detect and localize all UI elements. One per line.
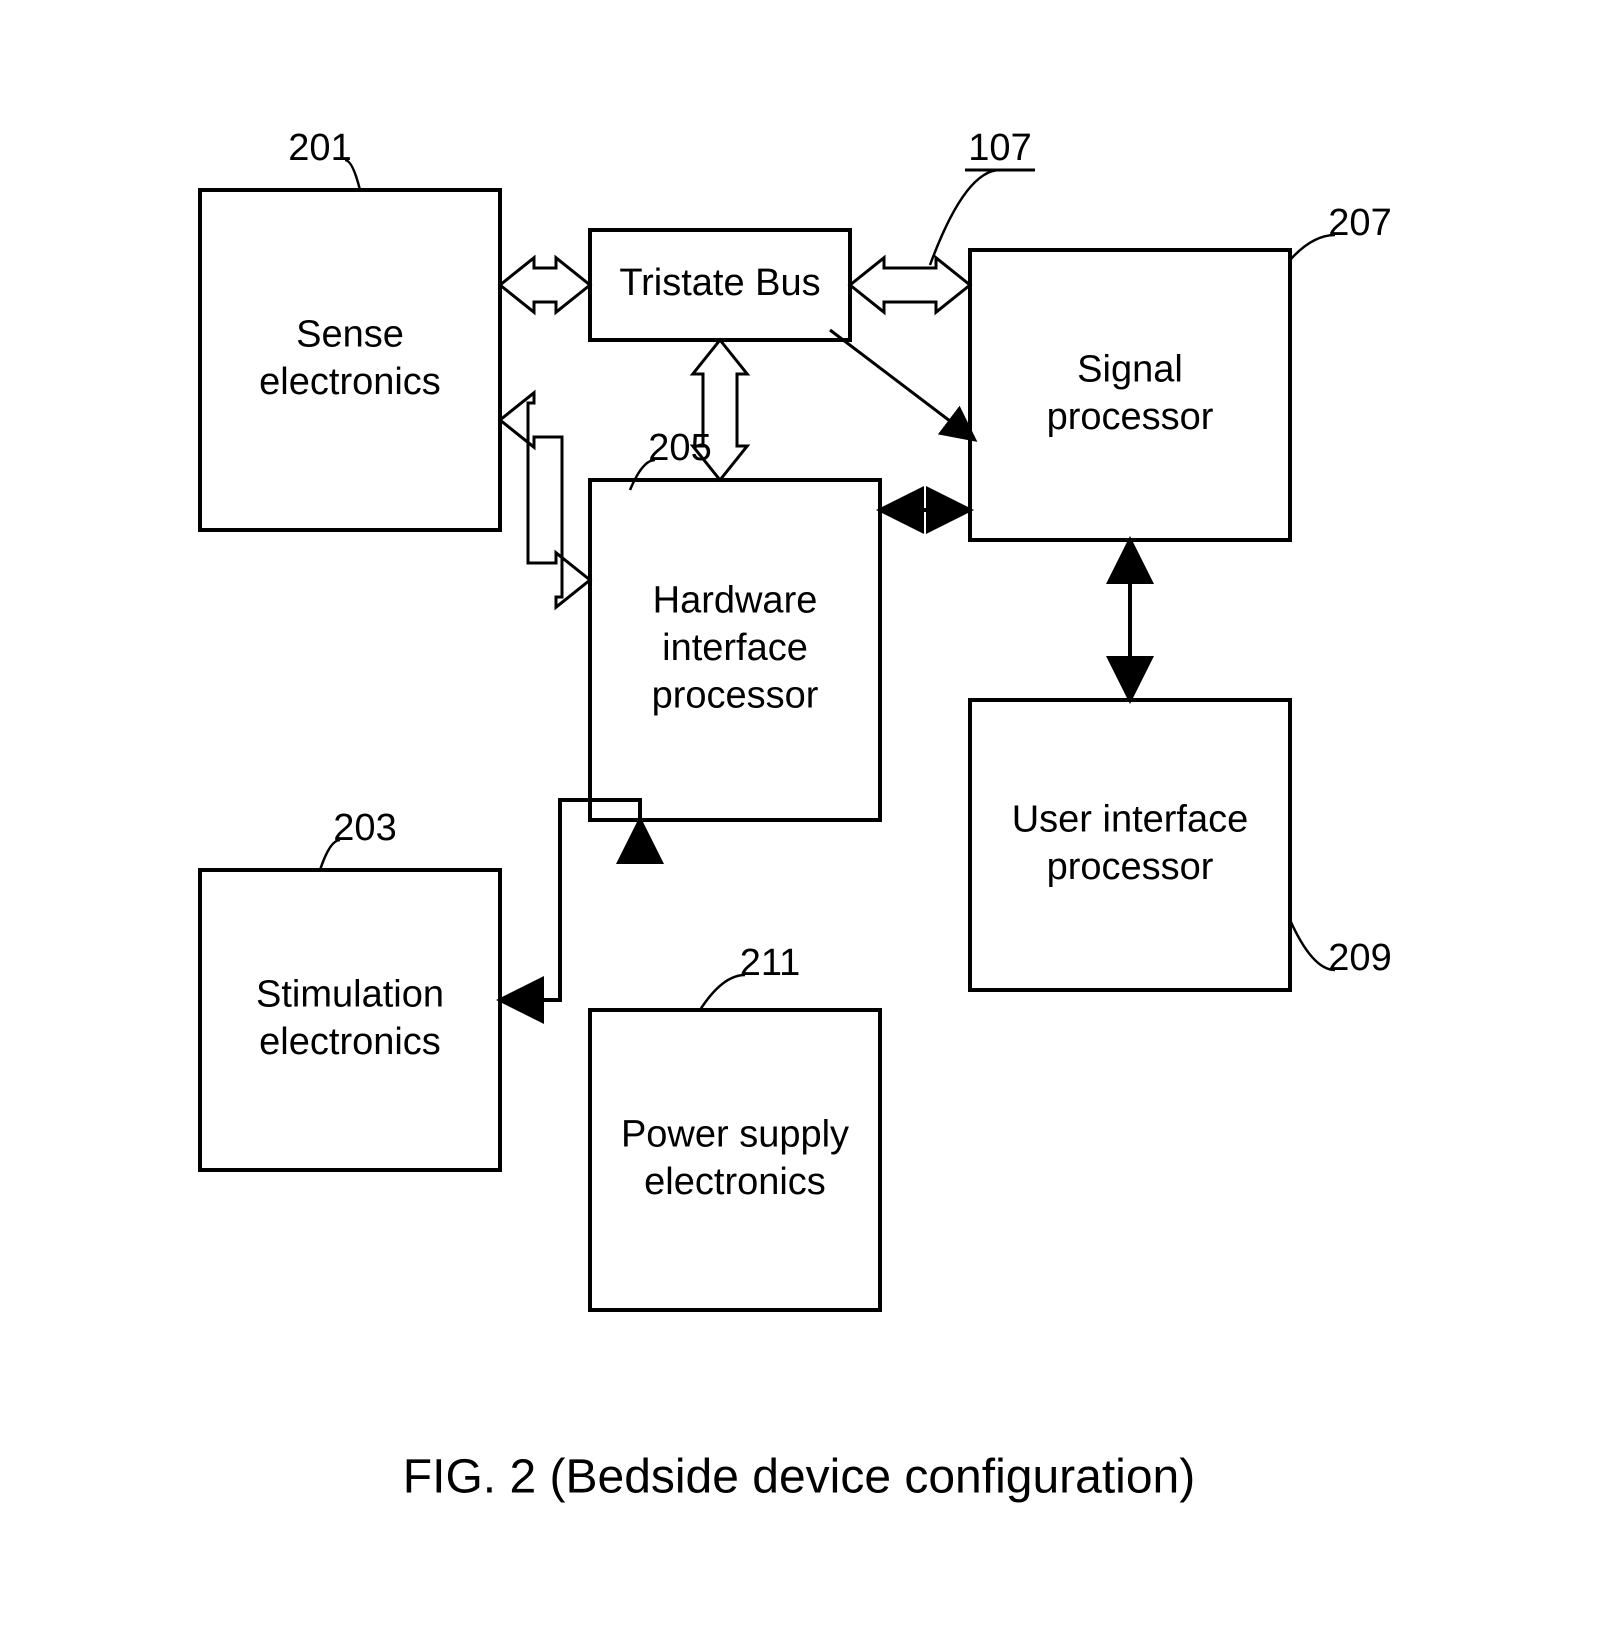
power-label-0: Power supply bbox=[621, 1113, 849, 1155]
stim-label-0: Stimulation bbox=[256, 973, 444, 1015]
ui-label-0: User interface bbox=[1012, 798, 1249, 840]
ref-205: 205 bbox=[648, 427, 711, 469]
stim-hw-connector bbox=[500, 800, 640, 1000]
hw-label-1: interface bbox=[662, 627, 808, 669]
sense-label-0: Sense bbox=[296, 313, 404, 355]
sense-label-1: electronics bbox=[259, 361, 441, 403]
ref-209: 209 bbox=[1328, 937, 1391, 979]
signal-label-0: Signal bbox=[1077, 348, 1183, 390]
leader-line bbox=[700, 975, 745, 1010]
hollow-arrow-elbow bbox=[500, 393, 590, 607]
hw-label-0: Hardware bbox=[653, 580, 818, 622]
stim-label-1: electronics bbox=[259, 1021, 441, 1063]
figure-caption: FIG. 2 (Bedside device configuration) bbox=[403, 1451, 1195, 1504]
hw-label-2: processor bbox=[652, 675, 819, 717]
ref-211: 211 bbox=[740, 942, 801, 984]
ref-203: 203 bbox=[333, 807, 396, 849]
power-label-1: electronics bbox=[644, 1161, 826, 1203]
ref-107: 107 bbox=[968, 127, 1031, 169]
tristate-label-0: Tristate Bus bbox=[619, 262, 820, 304]
ui-label-1: processor bbox=[1047, 846, 1214, 888]
signal-label-1: processor bbox=[1047, 396, 1214, 438]
hollow-arrow bbox=[500, 258, 590, 312]
ref-207: 207 bbox=[1328, 202, 1391, 244]
tristate-to-signal-thin bbox=[830, 330, 975, 440]
ref-201: 201 bbox=[288, 127, 351, 169]
hollow-arrow bbox=[850, 258, 970, 312]
